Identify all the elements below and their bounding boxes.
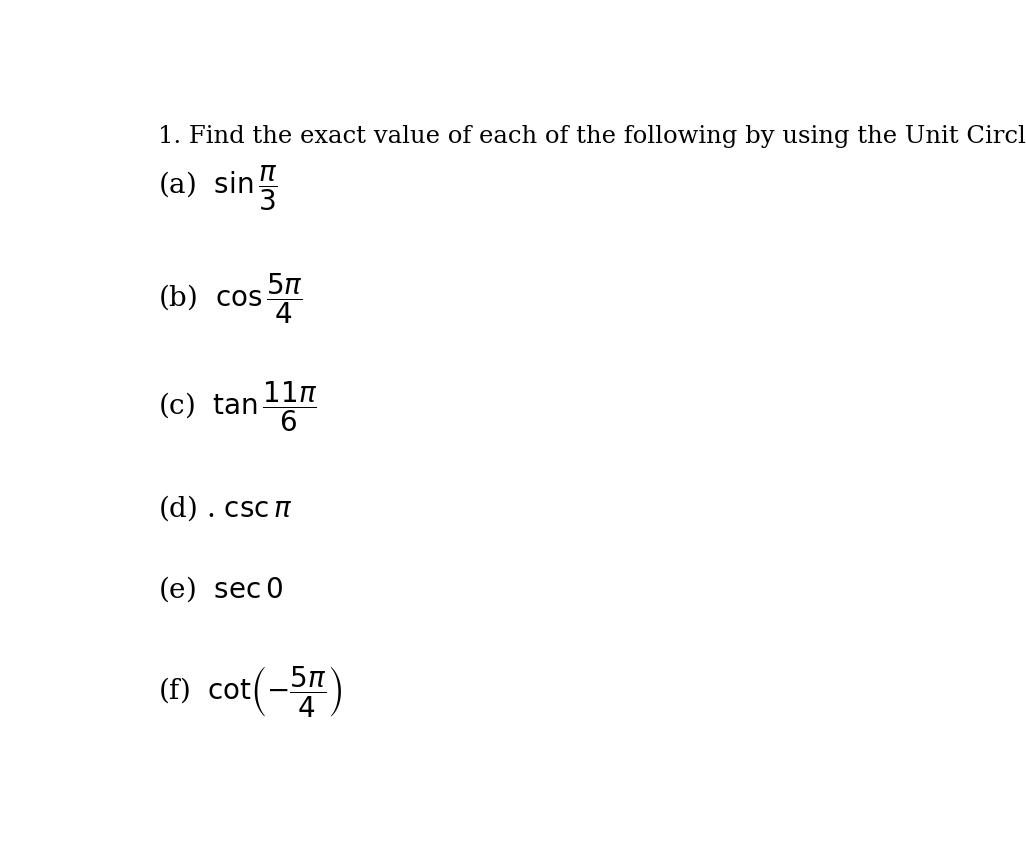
Text: (f)  $\cot\!\left(-\dfrac{5\pi}{4}\right)$: (f) $\cot\!\left(-\dfrac{5\pi}{4}\right)… (158, 664, 343, 718)
Text: (a)  $\sin\dfrac{\pi}{3}$: (a) $\sin\dfrac{\pi}{3}$ (158, 163, 278, 213)
Text: (d) . $\csc\pi$: (d) . $\csc\pi$ (158, 493, 292, 523)
Text: 1. Find the exact value of each of the following by using the Unit Circle.: 1. Find the exact value of each of the f… (158, 125, 1026, 148)
Text: (e)  $\sec 0$: (e) $\sec 0$ (158, 575, 283, 604)
Text: (b)  $\cos\dfrac{5\pi}{4}$: (b) $\cos\dfrac{5\pi}{4}$ (158, 271, 304, 326)
Text: (c)  $\tan\dfrac{11\pi}{6}$: (c) $\tan\dfrac{11\pi}{6}$ (158, 379, 318, 434)
